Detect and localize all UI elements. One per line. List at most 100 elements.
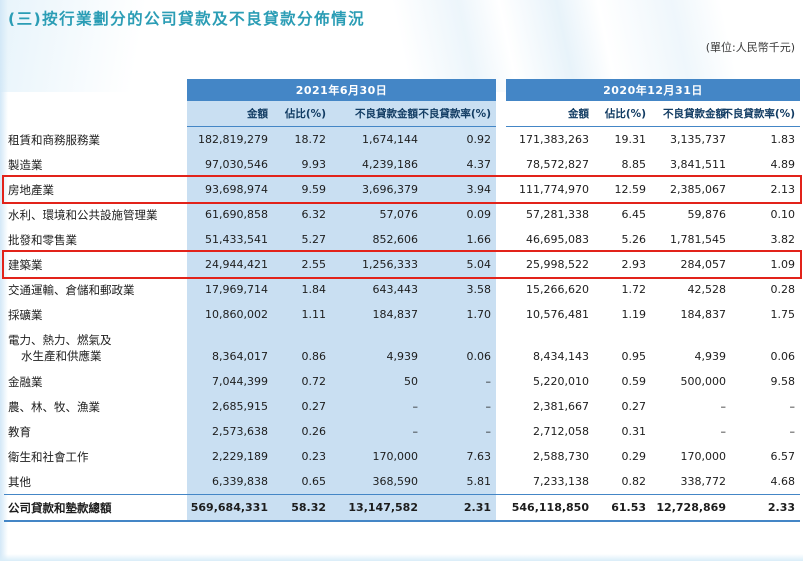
industry-label: 房地產業 bbox=[8, 182, 54, 197]
value-cell: 6.57 bbox=[770, 450, 796, 463]
value-cell: 19.31 bbox=[614, 133, 647, 146]
loan-table: 2021年6月30日 2020年12月31日 金額 佔比(%) 不良貸款金額 不… bbox=[2, 79, 802, 522]
subheader-spacer bbox=[4, 101, 187, 127]
value-cell: 42,528 bbox=[687, 283, 727, 296]
value-cell: 1,674,144 bbox=[331, 127, 423, 152]
value-cell: 2,685,915 bbox=[187, 394, 273, 419]
value-cell: 2,381,667 bbox=[533, 400, 589, 413]
value-cell: 2.33 bbox=[767, 501, 795, 514]
value-cell: 2,229,189 bbox=[187, 444, 273, 469]
report-page: (三)按行業劃分的公司貸款及不良貸款分佈情況 (單位:人民幣千元) 2021年6… bbox=[2, 10, 802, 522]
column-header-npl-amount-2021: 不良貸款金額 bbox=[331, 101, 423, 127]
value-cell: 9.58 bbox=[770, 375, 796, 388]
value-cell: 0.59 bbox=[621, 375, 647, 388]
value-cell: 0.95 bbox=[621, 350, 647, 363]
value-cell: 0.82 bbox=[621, 475, 647, 488]
header-spacer bbox=[4, 79, 187, 101]
value-cell: 1.11 bbox=[273, 302, 331, 327]
value-cell: 97,030,546 bbox=[187, 152, 273, 177]
value-cell: 0.86 bbox=[273, 327, 331, 369]
value-cell: 852,606 bbox=[331, 227, 423, 252]
value-cell: 182,819,279 bbox=[187, 127, 273, 152]
value-cell: 3.58 bbox=[423, 277, 496, 302]
value-cell: 7.63 bbox=[423, 444, 496, 469]
table-row: 教育 2,573,638 0.26– –2,712,058 0.31– – bbox=[4, 419, 800, 444]
value-cell: 9.93 bbox=[273, 152, 331, 177]
value-cell: 546,118,850 bbox=[511, 501, 589, 514]
value-cell: 6.45 bbox=[621, 208, 647, 221]
value-cell: – bbox=[720, 425, 727, 438]
value-cell: 2,712,058 bbox=[533, 425, 589, 438]
table-row: 製造業 97,030,546 9.93 4,239,186 4.37 78,572,827… bbox=[4, 152, 800, 177]
value-cell: 1.75 bbox=[770, 308, 796, 321]
value-cell: – bbox=[331, 394, 423, 419]
industry-label: 水利、環境和公共設施管理業 bbox=[8, 207, 158, 222]
value-cell: 284,057 bbox=[680, 258, 727, 271]
value-cell: 10,860,002 bbox=[187, 302, 273, 327]
value-cell: – bbox=[720, 400, 727, 413]
column-gap bbox=[496, 469, 506, 494]
value-cell: 0.65 bbox=[273, 469, 331, 494]
value-cell: 3.82 bbox=[770, 233, 796, 246]
industry-label: 批發和零售業 bbox=[8, 232, 77, 247]
total-row: 公司貸款和墊款總額 569,684,331 58.32 13,147,582 2.31 5… bbox=[4, 494, 800, 522]
column-gap bbox=[496, 101, 506, 127]
table-row: 採礦業 10,860,002 1.11 184,837 1.70 10,576,481 1.… bbox=[4, 302, 800, 327]
value-cell: 8,364,017 bbox=[187, 327, 273, 369]
value-cell: 171,383,263 bbox=[519, 133, 589, 146]
column-gap bbox=[496, 302, 506, 327]
value-cell: 111,774,970 bbox=[519, 183, 589, 196]
value-cell: 1,781,545 bbox=[670, 233, 726, 246]
value-cell: 0.10 bbox=[770, 208, 796, 221]
value-cell: 5.04 bbox=[423, 252, 496, 277]
value-cell: 5.81 bbox=[423, 469, 496, 494]
value-cell: 4,939 bbox=[694, 350, 727, 363]
value-cell: 7,044,399 bbox=[187, 369, 273, 394]
table-row: 電力、熱力、燃氣及 水生產和供應業 8,364,017 0.86 4,939 0.06 8… bbox=[4, 327, 800, 369]
value-cell: 1,256,333 bbox=[331, 252, 423, 277]
value-cell: 61,690,858 bbox=[187, 202, 273, 227]
column-gap bbox=[496, 252, 506, 277]
table-row: 交通運輸、倉儲和郵政業 17,969,714 1.84 643,443 3.58 15,2… bbox=[4, 277, 800, 302]
column-gap bbox=[496, 495, 506, 520]
value-cell: 15,266,620 bbox=[526, 283, 589, 296]
value-cell: 368,590 bbox=[331, 469, 423, 494]
value-cell: 643,443 bbox=[331, 277, 423, 302]
table-subheader-row: 金額 佔比(%) 不良貸款金額 不良貸款率(%) 金額 佔比(%) 不良貸款金額… bbox=[4, 101, 800, 127]
value-cell: 2.31 bbox=[423, 495, 496, 520]
value-cell: 170,000 bbox=[331, 444, 423, 469]
column-header-share-2021: 佔比(%) bbox=[273, 101, 331, 127]
value-cell: 1.72 bbox=[621, 283, 647, 296]
value-cell: 12.59 bbox=[614, 183, 647, 196]
period-label-2021: 2021年6月30日 bbox=[295, 84, 388, 97]
industry-label: 採礦業 bbox=[8, 307, 43, 322]
value-cell: 184,837 bbox=[331, 302, 423, 327]
value-cell: 2,385,067 bbox=[670, 183, 726, 196]
column-gap bbox=[496, 419, 506, 444]
column-gap bbox=[496, 277, 506, 302]
value-cell: 18.72 bbox=[273, 127, 331, 152]
industry-label: 電力、熱力、燃氣及 水生產和供應業 bbox=[8, 333, 112, 363]
industry-label: 製造業 bbox=[8, 157, 43, 172]
table-row: 農、林、牧、漁業 2,685,915 0.27– –2,381,667 0.27– – bbox=[4, 394, 800, 419]
column-header-npl-amount-2020: 不良貸款金額 bbox=[651, 101, 731, 127]
value-cell: 25,998,522 bbox=[526, 258, 589, 271]
value-cell: 0.72 bbox=[273, 369, 331, 394]
value-cell: 0.27 bbox=[621, 400, 647, 413]
value-cell: 5.26 bbox=[621, 233, 647, 246]
value-cell: 6,339,838 bbox=[187, 469, 273, 494]
value-cell: 2.93 bbox=[621, 258, 647, 271]
value-cell: 0.92 bbox=[423, 127, 496, 152]
value-cell: 3,841,511 bbox=[670, 158, 726, 171]
table-row: 租賃和商務服務業 182,819,279 18.72 1,674,144 0.92 171… bbox=[4, 127, 800, 152]
value-cell: 1.19 bbox=[621, 308, 647, 321]
value-cell: 170,000 bbox=[680, 450, 727, 463]
value-cell: 5.27 bbox=[273, 227, 331, 252]
loan-table-body: 租賃和商務服務業 182,819,279 18.72 1,674,144 0.92 171… bbox=[2, 127, 802, 522]
value-cell: 1.84 bbox=[273, 277, 331, 302]
table-row: 水利、環境和公共設施管理業 61,690,858 6.32 57,076 0.09 57,… bbox=[4, 202, 800, 227]
value-cell: 0.06 bbox=[770, 350, 796, 363]
table-row: 衛生和社會工作 2,229,189 0.23 170,000 7.63 2,588,730… bbox=[4, 444, 800, 469]
value-cell: – bbox=[423, 369, 496, 394]
table-row: 房地產業 93,698,974 9.59 3,696,379 3.94 111,774,9… bbox=[2, 175, 802, 204]
